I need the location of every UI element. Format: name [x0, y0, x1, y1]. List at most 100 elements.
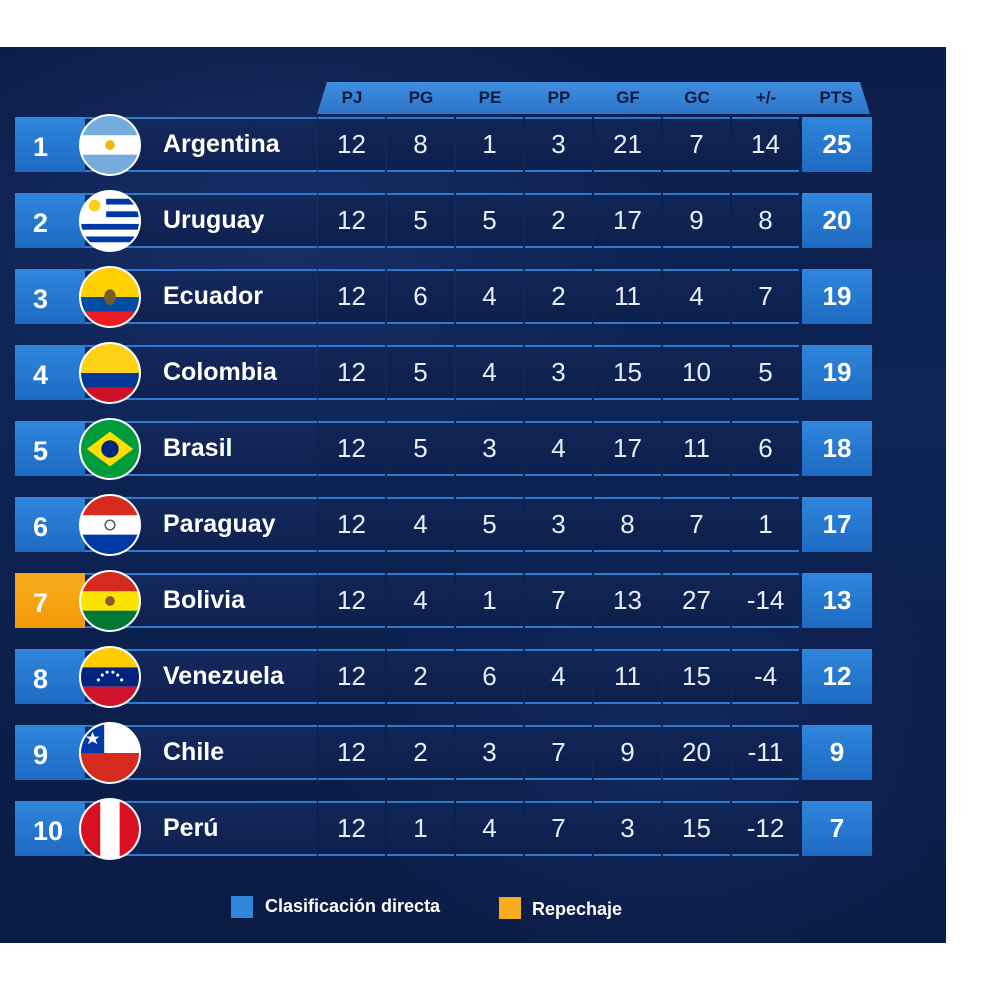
stat-lost: 7 [525, 725, 592, 780]
header-bar [317, 82, 870, 114]
stat-lost: 2 [525, 193, 592, 248]
stat-points: 9 [802, 725, 872, 780]
header-pj: PJ [341, 88, 363, 107]
stat-goal-difference: 6 [732, 421, 799, 476]
stat-points: 13 [802, 573, 872, 628]
legend-directa-label: Clasificación directa [265, 896, 441, 916]
rank-cell: 2 [15, 193, 85, 248]
rank-cell: 5 [15, 421, 85, 476]
rank-cell: 6 [15, 497, 85, 552]
brasil-flag-icon [79, 418, 141, 480]
team-name: Paraguay [163, 510, 276, 538]
stat-goal-difference: 5 [732, 345, 799, 400]
stat-points: 7 [802, 801, 872, 856]
stat-points: 17 [802, 497, 872, 552]
stat-goals-for: 15 [594, 345, 661, 400]
colombia-flag-icon [79, 342, 141, 404]
rank-cell: 10 [15, 801, 85, 856]
stat-played: 12 [318, 117, 385, 172]
stat-lost: 7 [525, 573, 592, 628]
header-pe: PE [478, 88, 502, 107]
stat-played: 12 [318, 269, 385, 324]
venezuela-flag-icon [79, 646, 141, 708]
stat-drawn: 3 [456, 725, 523, 780]
rank-cell: 3 [15, 269, 85, 324]
team-name: Bolivia [163, 586, 245, 614]
standings-row: 8 Venezuela 12 2 6 4 11 15 -4 12 [15, 646, 872, 708]
stat-goals-for: 13 [594, 573, 661, 628]
stat-goal-difference: -14 [732, 573, 799, 628]
header-gc: GC [684, 88, 710, 107]
stat-points: 18 [802, 421, 872, 476]
stat-won: 5 [387, 345, 454, 400]
standings-row: 9 Chile 12 2 3 7 9 20 -11 9 [15, 722, 872, 784]
standings-row: 7 Bolivia 12 4 1 7 13 27 -14 13 [15, 570, 872, 632]
uruguay-flag-icon [79, 190, 141, 252]
standings-row: 2 Uruguay 12 5 5 2 17 9 8 20 [15, 190, 872, 252]
peru-flag-icon [79, 798, 141, 860]
stat-played: 12 [318, 725, 385, 780]
stat-goals-for: 11 [594, 269, 661, 324]
standings-row: 5 Brasil 12 5 3 4 17 11 6 18 [15, 418, 872, 480]
stat-won: 6 [387, 269, 454, 324]
stat-won: 4 [387, 573, 454, 628]
header-pg: PG [408, 88, 434, 107]
stat-goals-for: 9 [594, 725, 661, 780]
stat-drawn: 5 [456, 193, 523, 248]
stat-won: 1 [387, 801, 454, 856]
stat-won: 5 [387, 193, 454, 248]
stat-goal-difference: -4 [732, 649, 799, 704]
stat-won: 5 [387, 421, 454, 476]
header-gf: GF [616, 88, 640, 107]
legend-repechaje-label: Repechaje [532, 899, 623, 919]
stat-goals-against: 7 [663, 497, 730, 552]
stat-goals-for: 17 [594, 421, 661, 476]
stat-goals-against: 10 [663, 345, 730, 400]
team-name: Venezuela [163, 662, 284, 690]
stat-goal-difference: 14 [732, 117, 799, 172]
standings-row: 10 Perú 12 1 4 7 3 15 -12 7 [15, 798, 872, 860]
legend-repechaje-swatch [499, 897, 521, 919]
rank-cell: 1 [15, 117, 85, 172]
standings-row: 1 Argentina 12 8 1 3 21 7 14 25 [15, 114, 872, 176]
stat-won: 2 [387, 649, 454, 704]
stat-goals-against: 9 [663, 193, 730, 248]
rank-cell: 9 [15, 725, 85, 780]
stat-goals-for: 21 [594, 117, 661, 172]
standings-row: 4 Colombia 12 5 4 3 15 10 5 19 [15, 342, 872, 404]
stat-goal-difference: -12 [732, 801, 799, 856]
stat-drawn: 4 [456, 801, 523, 856]
stat-goals-against: 7 [663, 117, 730, 172]
stat-drawn: 5 [456, 497, 523, 552]
stat-goals-for: 8 [594, 497, 661, 552]
standings-panel: PJ PG PE PP GF GC +/- PTS 1 Argentina 12 8 1… [0, 47, 946, 943]
rank-cell: 4 [15, 345, 85, 400]
stat-won: 2 [387, 725, 454, 780]
stat-drawn: 6 [456, 649, 523, 704]
stat-drawn: 3 [456, 421, 523, 476]
stat-goals-against: 15 [663, 801, 730, 856]
stat-goals-against: 27 [663, 573, 730, 628]
stat-drawn: 4 [456, 269, 523, 324]
stat-goal-difference: 8 [732, 193, 799, 248]
stat-points: 25 [802, 117, 872, 172]
paraguay-flag-icon [79, 494, 141, 556]
bolivia-flag-icon [79, 570, 141, 632]
stat-lost: 3 [525, 345, 592, 400]
team-name: Brasil [163, 434, 233, 462]
stat-played: 12 [318, 801, 385, 856]
team-name: Perú [163, 814, 219, 842]
stat-played: 12 [318, 193, 385, 248]
stat-points: 19 [802, 269, 872, 324]
stat-lost: 2 [525, 269, 592, 324]
stat-won: 8 [387, 117, 454, 172]
stat-lost: 3 [525, 117, 592, 172]
header-pts: PTS [819, 88, 853, 107]
header-dif: +/- [755, 88, 777, 107]
stat-won: 4 [387, 497, 454, 552]
rank-cell: 8 [15, 649, 85, 704]
stat-played: 12 [318, 345, 385, 400]
ecuador-flag-icon [79, 266, 141, 328]
team-name: Argentina [163, 130, 280, 158]
stat-goals-against: 11 [663, 421, 730, 476]
